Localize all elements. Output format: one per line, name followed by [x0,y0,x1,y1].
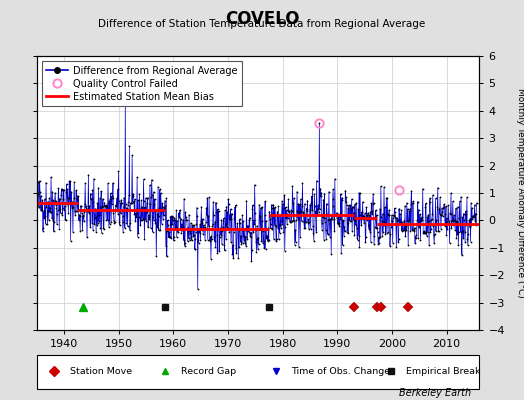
Text: Berkeley Earth: Berkeley Earth [399,388,472,398]
Text: Record Gap: Record Gap [181,367,236,376]
FancyBboxPatch shape [37,355,479,389]
Text: Time of Obs. Change: Time of Obs. Change [291,367,390,376]
Legend: Difference from Regional Average, Quality Control Failed, Estimated Station Mean: Difference from Regional Average, Qualit… [41,61,242,106]
Text: Difference of Station Temperature Data from Regional Average: Difference of Station Temperature Data f… [99,19,425,29]
Text: COVELO: COVELO [225,10,299,28]
Y-axis label: Monthly Temperature Anomaly Difference (°C): Monthly Temperature Anomaly Difference (… [516,88,524,298]
Text: Empirical Break: Empirical Break [407,367,481,376]
Text: Station Move: Station Move [70,367,132,376]
